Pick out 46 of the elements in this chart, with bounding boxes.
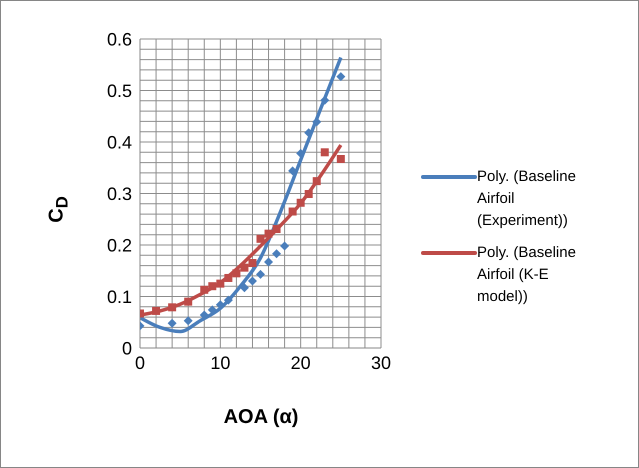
point [296,148,306,158]
point [168,318,177,328]
point [240,264,248,272]
x-tick-label: 10 [210,352,230,373]
point [296,198,305,207]
y-tick-label: 0.5 [106,80,132,101]
x-tick-label: 30 [370,352,392,373]
point [304,190,313,198]
point [200,286,208,294]
point [224,296,233,305]
point [248,276,257,286]
legend-label: Poly. (Baseline Airfoil (K-E model)) [477,243,577,307]
point [304,128,314,138]
point [272,249,282,258]
y-tick-label: 0.1 [106,286,132,307]
point [240,283,249,292]
point [264,257,274,266]
point [280,242,290,251]
x-tick-label: 0 [134,352,146,373]
x-axis-title: AOA (α) [222,406,300,429]
point [184,298,192,306]
point [272,225,281,234]
point [264,230,273,238]
point [256,234,264,243]
y-tick-label: 0.2 [106,235,132,256]
point [336,154,345,163]
point [248,259,256,268]
point [232,269,240,278]
x-tick-label: 20 [290,352,311,373]
point [256,270,265,279]
line-series [140,56,343,334]
point [288,208,297,216]
point [168,303,176,312]
legend-label: Poly. (Baseline Airfoil (Experiment)) [477,167,577,231]
point [208,282,216,290]
point [320,148,329,156]
point [152,306,160,315]
y-tick-label: 0 [122,338,132,358]
point [312,177,321,186]
point [184,316,193,326]
y-tick-label: 0.3 [106,184,132,204]
point [336,72,346,82]
point [216,280,224,288]
point [224,274,232,282]
y-tick-label: 0.6 [106,29,132,50]
y-tick-label: 0.4 [106,132,132,152]
